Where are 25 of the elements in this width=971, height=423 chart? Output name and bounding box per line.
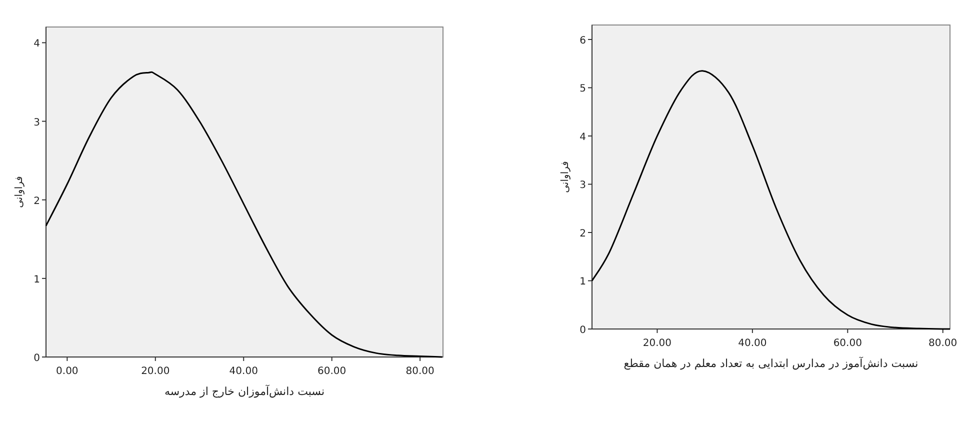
x-tick-label: 40.00 xyxy=(229,366,258,377)
y-tick-label: 4 xyxy=(580,132,586,143)
y-tick-label: 3 xyxy=(580,180,586,192)
x-axis-title: نسبت دانش‌آموز در مدارس ابتدایی به تعداد معلم در همان مقطع xyxy=(624,356,918,370)
x-tick-label: 20.00 xyxy=(141,366,170,377)
y-tick-label: 3 xyxy=(34,117,40,128)
y-tick-label: 1 xyxy=(34,274,40,286)
y-axis-title: فراوانی xyxy=(14,176,25,208)
y-axis-title: فراوانی xyxy=(560,160,571,193)
y-tick-label: 1 xyxy=(580,276,586,288)
y-tick-label: 0 xyxy=(34,353,40,364)
y-tick-label: 2 xyxy=(34,196,40,207)
y-tick-label: 6 xyxy=(580,35,586,46)
x-tick-label: 40.00 xyxy=(738,338,767,349)
y-tick-label: 4 xyxy=(34,38,40,50)
y-tick-label: 2 xyxy=(580,228,586,240)
x-tick-label: 20.00 xyxy=(642,338,672,349)
y-tick-label: 0 xyxy=(580,325,586,336)
x-axis-title: نسبت دانش‌آموزان خارج از مدرسه xyxy=(164,384,325,398)
x-tick-label: 80.00 xyxy=(928,338,958,349)
x-tick-label: 0.00 xyxy=(56,366,78,377)
x-tick-label: 60.00 xyxy=(833,338,862,349)
x-tick-label: 60.00 xyxy=(318,366,346,377)
x-tick-label: 80.00 xyxy=(406,366,434,377)
y-tick-label: 5 xyxy=(580,84,586,95)
